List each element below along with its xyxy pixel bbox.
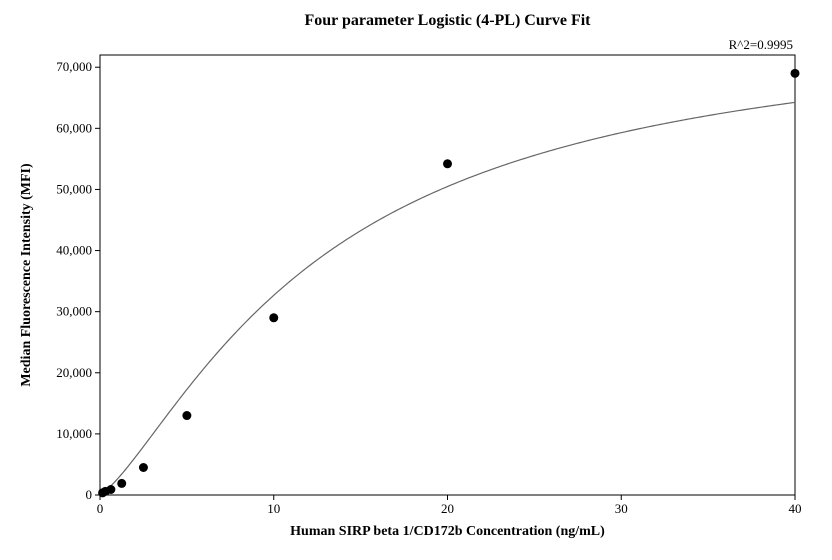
- data-point: [106, 485, 115, 494]
- y-axis-title: Median Fluorescence Intensity (MFI): [19, 163, 34, 387]
- x-tick-label: 40: [789, 501, 802, 516]
- x-axis-title: Human SIRP beta 1/CD172b Concentration (…: [290, 524, 605, 539]
- data-point: [791, 69, 800, 78]
- chart-svg: 0 10,000 20,000 30,000 40,000 50,000 60,000 70,…: [0, 0, 832, 560]
- data-point: [182, 411, 191, 420]
- y-tick-label: 30,000: [56, 304, 92, 319]
- y-tick-label: 60,000: [56, 120, 92, 135]
- data-point: [443, 159, 452, 168]
- chart-container: 0 10,000 20,000 30,000 40,000 50,000 60,000 70,…: [0, 0, 832, 560]
- y-tick-label: 20,000: [56, 365, 92, 380]
- y-tick-label: 0: [86, 487, 93, 502]
- y-tick-label: 70,000: [56, 59, 92, 74]
- chart-bg: [0, 0, 832, 560]
- x-tick-label: 10: [267, 501, 280, 516]
- y-tick-label: 40,000: [56, 243, 92, 258]
- y-tick-label: 50,000: [56, 181, 92, 196]
- x-tick-label: 30: [615, 501, 628, 516]
- x-tick-label: 0: [97, 501, 104, 516]
- chart-title: Four parameter Logistic (4-PL) Curve Fit: [304, 12, 591, 29]
- x-tick-label: 20: [441, 501, 454, 516]
- data-point: [117, 479, 126, 488]
- data-point: [269, 313, 278, 322]
- r-squared-annotation: R^2=0.9995: [729, 37, 793, 52]
- y-tick-label: 10,000: [56, 426, 92, 441]
- data-point: [139, 463, 148, 472]
